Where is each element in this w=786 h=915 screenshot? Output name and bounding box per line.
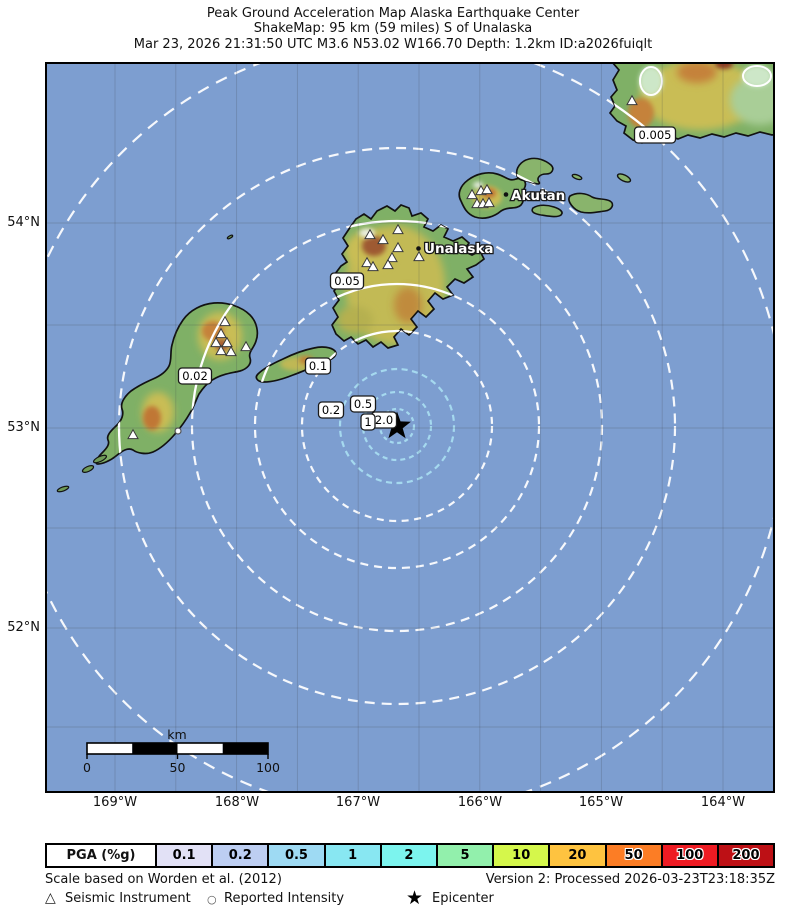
scale-reference-note: Scale based on Worden et al. (2012) (45, 872, 282, 887)
contour-label-0.1: 0.1 (304, 357, 332, 375)
svg-text:0.1: 0.1 (309, 359, 327, 373)
lon-label-167w: 167°W (335, 795, 381, 810)
seismic-station-icon (127, 428, 139, 440)
islet (571, 173, 583, 181)
contour-label-0.2: 0.2 (317, 401, 345, 419)
seismic-station-icon (386, 251, 398, 263)
epicenter-label: Epicenter (432, 891, 494, 906)
seismic-station-icon (361, 256, 373, 268)
seismic-station-icon (466, 188, 478, 200)
colorbar-cell-10: 10 (492, 845, 549, 866)
colorbar-cell-20: 20 (548, 845, 605, 866)
lon-label-165w: 165°W (578, 795, 624, 810)
seismic-station-icon (392, 223, 404, 235)
seismic-station-icon (210, 336, 222, 348)
svg-text:0.005: 0.005 (639, 128, 672, 142)
seismic-station-icon (382, 258, 394, 270)
lon-label-164w: 164°W (700, 795, 746, 810)
seismic-station-icon (215, 327, 227, 339)
svg-text:0.05: 0.05 (334, 274, 360, 288)
pga-ring-0.2 (300, 329, 494, 523)
seismic-station-icon (364, 228, 376, 240)
colorbar-title: PGA (%g) (47, 845, 155, 866)
colorbar-cell-200: 200 (716, 845, 774, 866)
contour-label-0.5: 0.5 (349, 395, 377, 413)
seismic-station-icon (215, 344, 227, 356)
colorbar-cell-0.5: 0.5 (267, 845, 324, 866)
svg-text:2.0: 2.0 (375, 413, 393, 427)
seismic-station-icon (240, 340, 252, 352)
scale-tick-0: 0 (83, 760, 91, 775)
pga-colorbar: PGA (%g) 0.1 0.2 0.5 1 2 5 10 20 50 100 200 (45, 843, 775, 868)
place-label-akutan: Akutan (503, 187, 567, 205)
reported-intensity-label: Reported Intensity (224, 891, 345, 906)
seismic-instrument-icon: △ (45, 890, 56, 906)
colorbar-cell-2: 2 (379, 845, 436, 866)
scale-tick-50: 50 (170, 760, 186, 775)
colorbar-cell-0.1: 0.1 (155, 845, 212, 866)
small-islets (56, 234, 234, 493)
seismic-station-icon (219, 315, 231, 327)
scale-bar-unit: km (167, 727, 186, 742)
graticule-gridlines (47, 64, 773, 791)
event-info: Mar 23, 2026 21:31:50 UTC M3.6 N53.02 W1… (133, 36, 653, 52)
city-name: Unalaska (424, 241, 494, 257)
map-subtitle: ShakeMap: 95 km (59 miles) S of Unalaska (253, 21, 533, 37)
colorbar-cell-1: 1 (323, 845, 380, 866)
contour-value-labels: 2.0 1 0.5 0.2 0.1 0.05 0.02 0.005 (177, 126, 677, 431)
seismic-station-icon (413, 250, 425, 262)
seismic-station-markers (127, 94, 638, 440)
title-block: Peak Ground Acceleration Map Alaska Eart… (26, 6, 760, 52)
map-title: Peak Ground Acceleration Map Alaska Eart… (206, 6, 580, 21)
seismic-instrument-label: Seismic Instrument (65, 891, 191, 906)
city-name: Akutan (511, 188, 565, 204)
map-scale-bar: km 0 50 100 (83, 727, 280, 775)
colorbar-cell-100: 100 (660, 845, 717, 866)
svg-text:1: 1 (364, 415, 371, 429)
seismic-station-icon (626, 94, 638, 106)
contour-label-0.05: 0.05 (329, 272, 365, 290)
seismic-station-icon (225, 345, 237, 357)
contour-label-0.005: 0.005 (633, 126, 677, 144)
colorbar-cell-0.2: 0.2 (211, 845, 268, 866)
shakemap-canvas: Unalaska Akutan 2.0 1 0.5 0.2 0.1 0.05 0.02 0.0… (45, 62, 775, 793)
reported-intensity-marker (174, 427, 182, 435)
pga-ring-0.1 (253, 282, 541, 570)
scale-tick-100: 100 (256, 760, 280, 775)
svg-text:0.2: 0.2 (322, 403, 340, 417)
seismic-station-icon (392, 241, 404, 253)
pga-ring-0.5 (338, 367, 456, 485)
lat-label-52n: 52°N (7, 620, 40, 635)
contour-label-0.02: 0.02 (177, 367, 213, 385)
seismic-station-icon (221, 336, 233, 348)
pga-ring-1 (361, 390, 433, 462)
islet (616, 173, 632, 183)
epicenter-icon: ★ (406, 887, 424, 909)
reported-intensity-icon: ○ (207, 893, 217, 906)
svg-text:0.5: 0.5 (354, 397, 372, 411)
seismic-station-icon (367, 260, 379, 272)
place-label-unalaska: Unalaska (416, 240, 495, 258)
lat-label-54n: 54°N (7, 215, 40, 230)
version-processed-text: Version 2: Processed 2026-03-23T23:18:35… (485, 872, 775, 887)
svg-text:0.02: 0.02 (182, 369, 208, 383)
seismic-station-icon (483, 196, 495, 208)
colorbar-cell-50: 50 (604, 845, 661, 866)
lon-label-169w: 169°W (92, 795, 138, 810)
lon-label-166w: 166°W (457, 795, 503, 810)
island-chain-small (531, 173, 632, 218)
colorbar-cell-5: 5 (435, 845, 493, 866)
lat-label-53n: 53°N (7, 420, 40, 435)
seismic-station-icon (481, 183, 493, 195)
contour-label-1: 1 (360, 413, 376, 431)
lon-label-168w: 168°W (214, 795, 260, 810)
seismic-station-icon (377, 233, 389, 245)
